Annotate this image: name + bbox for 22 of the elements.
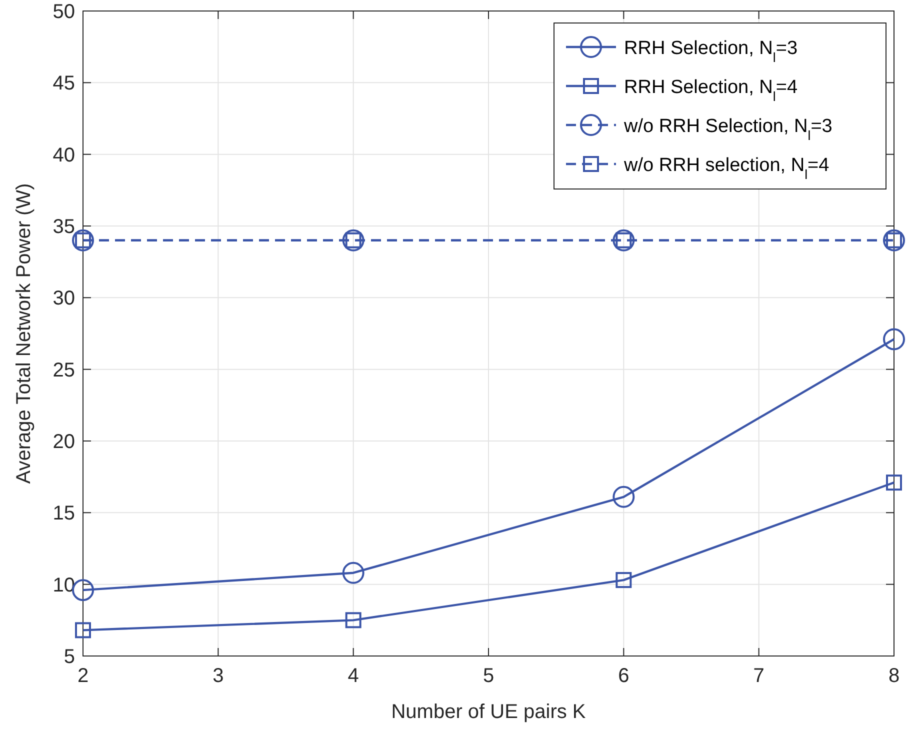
x-tick-label: 2	[77, 665, 89, 687]
legend-label: w/o RRH Selection, N$_{l}$=3	[623, 116, 832, 142]
x-tick-label: 8	[888, 665, 900, 687]
y-axis-title: Average Total Network Power (W)	[13, 183, 35, 484]
y-tick-label: 15	[52, 502, 75, 525]
y-tick-label: 25	[52, 359, 75, 382]
x-tick-label: 3	[212, 665, 224, 687]
x-tick-label: 6	[618, 665, 630, 687]
x-axis-title: Number of UE pairs K	[391, 701, 586, 723]
y-tick-label: 50	[52, 1, 75, 23]
legend-label: RRH Selection, N$_{l}$=4	[624, 77, 798, 104]
y-tick-label: 35	[52, 216, 75, 238]
y-tick-label: 5	[64, 646, 75, 668]
y-tick-label: 20	[52, 431, 75, 453]
y-tick-label: 40	[52, 144, 75, 166]
x-tick-label: 7	[753, 665, 764, 687]
x-tick-label: 4	[348, 665, 359, 687]
legend-label: w/o RRH selection, N$_{l}$=4	[623, 155, 830, 182]
legend-label: RRH Selection, N$_{l}$=3	[624, 38, 798, 64]
y-tick-label: 45	[52, 72, 75, 95]
x-tick-label: 5	[482, 665, 494, 687]
y-tick-label: 30	[52, 288, 75, 310]
